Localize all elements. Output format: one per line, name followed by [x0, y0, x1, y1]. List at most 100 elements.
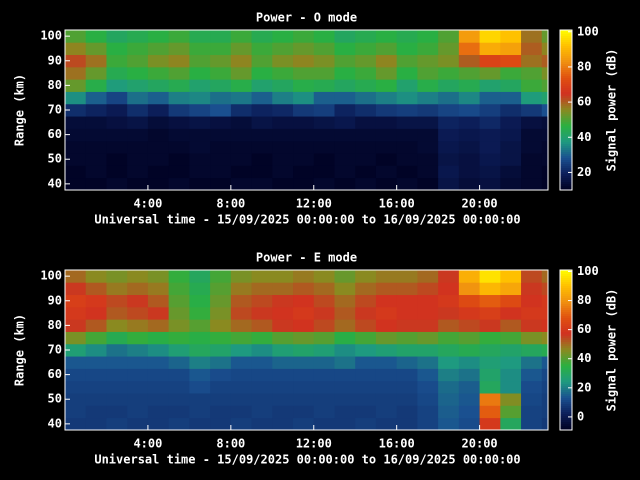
heatmap-cell — [355, 343, 377, 357]
colorbar-step — [560, 158, 572, 161]
colorbar-step — [560, 144, 572, 147]
heatmap-cell — [106, 165, 128, 179]
heatmap-cell — [106, 91, 128, 105]
heatmap-cell — [458, 270, 480, 283]
heatmap-cell — [438, 54, 460, 68]
heatmap-cell — [458, 306, 480, 320]
heatmap-cell — [106, 331, 128, 345]
heatmap-cell — [168, 343, 190, 357]
heatmap-cell — [479, 103, 501, 117]
heatmap-cell — [438, 30, 460, 43]
heatmap-cell — [65, 42, 87, 56]
heatmap-cell — [438, 417, 460, 430]
heatmap-cell — [189, 66, 211, 80]
heatmap-cell — [355, 270, 377, 283]
heatmap-cell — [541, 91, 548, 105]
heatmap-cell — [168, 128, 190, 142]
heatmap-cell — [375, 368, 398, 382]
heatmap-cell — [355, 319, 377, 332]
heatmap-cell — [251, 153, 273, 166]
heatmap-cell — [210, 282, 232, 296]
x-tick-label: 16:00 — [379, 197, 415, 211]
heatmap-cell — [189, 270, 211, 283]
colorbar-step — [560, 358, 572, 361]
heatmap-cell — [396, 66, 418, 80]
heatmap-cell — [272, 393, 294, 406]
heatmap-cell — [541, 380, 548, 394]
heatmap-cell — [334, 153, 356, 166]
heatmap-cell — [106, 282, 128, 296]
heatmap-cell — [396, 79, 418, 92]
heatmap-cell — [375, 103, 398, 117]
panel-title: Power - O mode — [256, 11, 357, 25]
heatmap-cell — [355, 140, 377, 154]
colorbar-step — [560, 170, 572, 173]
heatmap-cell — [251, 368, 273, 382]
heatmap-cell — [313, 368, 335, 382]
heatmap-cell — [334, 128, 356, 142]
heatmap-cell — [500, 319, 522, 332]
colorbar-step — [560, 34, 572, 37]
colorbar-step — [560, 398, 572, 401]
heatmap-cell — [479, 331, 501, 345]
heatmap-cell — [106, 343, 128, 357]
heatmap-cell — [479, 165, 501, 179]
heatmap-cell — [147, 153, 170, 166]
heatmap-cell — [272, 356, 294, 369]
heatmap-cell — [438, 380, 460, 394]
colorbar-step — [560, 96, 572, 99]
heatmap-cell — [417, 405, 439, 419]
heatmap-cell — [355, 116, 377, 129]
heatmap-cell — [251, 165, 273, 179]
heatmap-cell — [479, 319, 501, 332]
heatmap-cell — [189, 177, 211, 190]
heatmap-cell — [251, 140, 273, 154]
colorbar-step — [560, 54, 572, 57]
heatmap-cell — [147, 177, 170, 190]
heatmap-cell — [355, 380, 377, 394]
heatmap-cell — [127, 128, 149, 142]
heatmap-cell — [272, 165, 294, 179]
colorbar-step — [560, 374, 572, 377]
heatmap-cell — [106, 54, 128, 68]
heatmap-cell — [396, 165, 418, 179]
heatmap-cell — [479, 91, 501, 105]
heatmap-cell — [127, 282, 149, 296]
heatmap-cell — [375, 42, 398, 56]
colorbar-step — [560, 100, 572, 103]
heatmap-cell — [272, 270, 294, 283]
heatmap-cell — [458, 356, 480, 369]
heatmap-cell — [355, 128, 377, 142]
heatmap-cell — [230, 116, 252, 129]
heatmap-cell — [479, 153, 501, 166]
heatmap-cell — [189, 393, 211, 406]
heatmap-cell — [168, 66, 190, 80]
heatmap-cell — [438, 153, 460, 166]
heatmap-cell — [541, 393, 548, 406]
heatmap-cell — [396, 42, 418, 56]
heatmap-cell — [541, 294, 548, 308]
heatmap-cell — [189, 165, 211, 179]
heatmap-cell — [417, 66, 439, 80]
heatmap-cell — [189, 140, 211, 154]
heatmap-cell — [458, 294, 480, 308]
heatmap-cell — [230, 30, 252, 43]
heatmap-cell — [251, 177, 273, 190]
heatmap-cell — [438, 294, 460, 308]
heatmap-cell — [479, 294, 501, 308]
heatmap-cell — [521, 270, 543, 283]
heatmap-cell — [355, 294, 377, 308]
heatmap-cell — [334, 294, 356, 308]
heatmap-cell — [230, 66, 252, 80]
heatmap-cell — [375, 128, 398, 142]
colorbar-step — [560, 70, 572, 73]
heatmap-cell — [168, 140, 190, 154]
y-tick-label: 50 — [48, 392, 62, 406]
heatmap-cell — [313, 103, 335, 117]
heatmap-cell — [210, 405, 232, 419]
colorbar-step — [560, 182, 572, 185]
colorbar-step — [560, 164, 572, 167]
heatmap-cell — [272, 140, 294, 154]
heatmap-cell — [396, 54, 418, 68]
